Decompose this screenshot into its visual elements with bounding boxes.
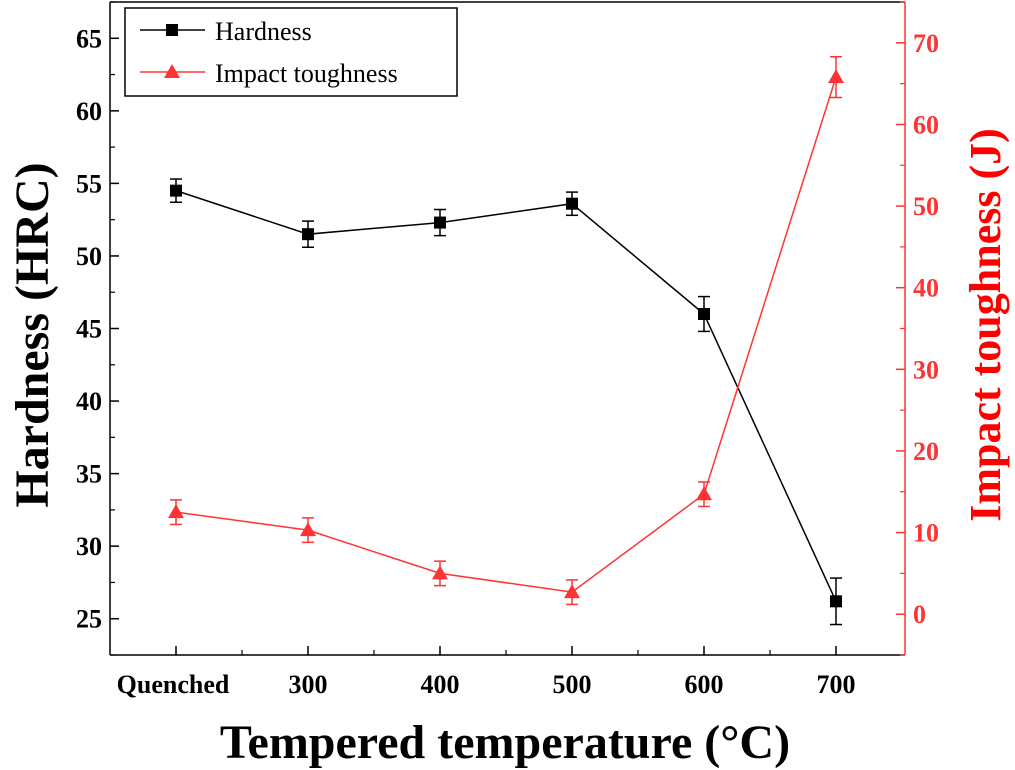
left-y-axis-title: Hardness (HRC) — [6, 162, 59, 507]
legend-impact-label: Impact toughness — [215, 59, 398, 88]
impact-toughness-point — [828, 69, 844, 84]
left-y-tick-label: 35 — [76, 460, 102, 489]
right-y-tick-label: 0 — [913, 600, 926, 629]
impact-toughness-line — [175, 76, 837, 593]
right-y-tick-label: 50 — [913, 192, 939, 221]
left-y-tick-label: 45 — [76, 315, 102, 344]
x-tick-label: Quenched — [117, 670, 230, 699]
impact-toughness-point — [432, 565, 448, 580]
right-y-tick-label: 10 — [913, 519, 939, 548]
x-axis-title: Tempered temperature (°C) — [220, 716, 790, 769]
hardness-point — [830, 595, 842, 608]
right-y-axis: 0 10 20 30 40 50 60 70 — [896, 1, 939, 656]
plot-frame — [109, 1, 906, 656]
right-y-tick-label: 20 — [913, 437, 939, 466]
hardness-point — [170, 184, 182, 197]
x-tick-label: 300 — [289, 670, 328, 699]
hardness-series — [170, 178, 842, 626]
hardness-point — [698, 307, 710, 320]
impact-toughness-point — [564, 584, 580, 599]
left-y-tick-label: 40 — [76, 387, 102, 416]
impact-toughness-series — [168, 55, 844, 606]
right-y-axis-title: Impact toughness (J) — [961, 128, 1010, 522]
legend-box — [124, 7, 458, 97]
left-y-tick-label: 25 — [76, 605, 102, 634]
left-y-tick-label: 65 — [76, 24, 102, 53]
hardness-line — [175, 189, 837, 602]
series-layer — [168, 55, 844, 626]
legend: Hardness Impact toughness — [124, 7, 458, 97]
legend-impact-marker — [164, 64, 180, 78]
left-y-tick-label: 55 — [76, 169, 102, 198]
x-tick-label: 600 — [685, 670, 724, 699]
hardness-point — [566, 197, 578, 210]
impact-toughness-point — [168, 504, 184, 519]
left-y-tick-label: 50 — [76, 242, 102, 271]
hardness-point — [302, 228, 314, 241]
hardness-point — [434, 216, 446, 229]
x-tick-label: 500 — [553, 670, 592, 699]
impact-toughness-point — [300, 522, 316, 537]
legend-hardness-marker — [166, 24, 178, 36]
impact-toughness-point — [696, 486, 712, 501]
x-tick-label: 700 — [817, 670, 856, 699]
legend-hardness-label: Hardness — [215, 17, 312, 46]
right-y-tick-label: 60 — [913, 110, 939, 139]
x-axis: Quenched 300 400 500 600 700 — [117, 646, 856, 699]
right-y-tick-label: 40 — [913, 274, 939, 303]
right-y-tick-label: 30 — [913, 355, 939, 384]
x-tick-label: 400 — [421, 670, 460, 699]
left-y-tick-label: 30 — [76, 532, 102, 561]
left-y-axis: 25 30 35 40 45 50 55 60 65 — [76, 1, 119, 656]
right-y-tick-label: 70 — [913, 29, 939, 58]
left-y-tick-label: 60 — [76, 97, 102, 126]
